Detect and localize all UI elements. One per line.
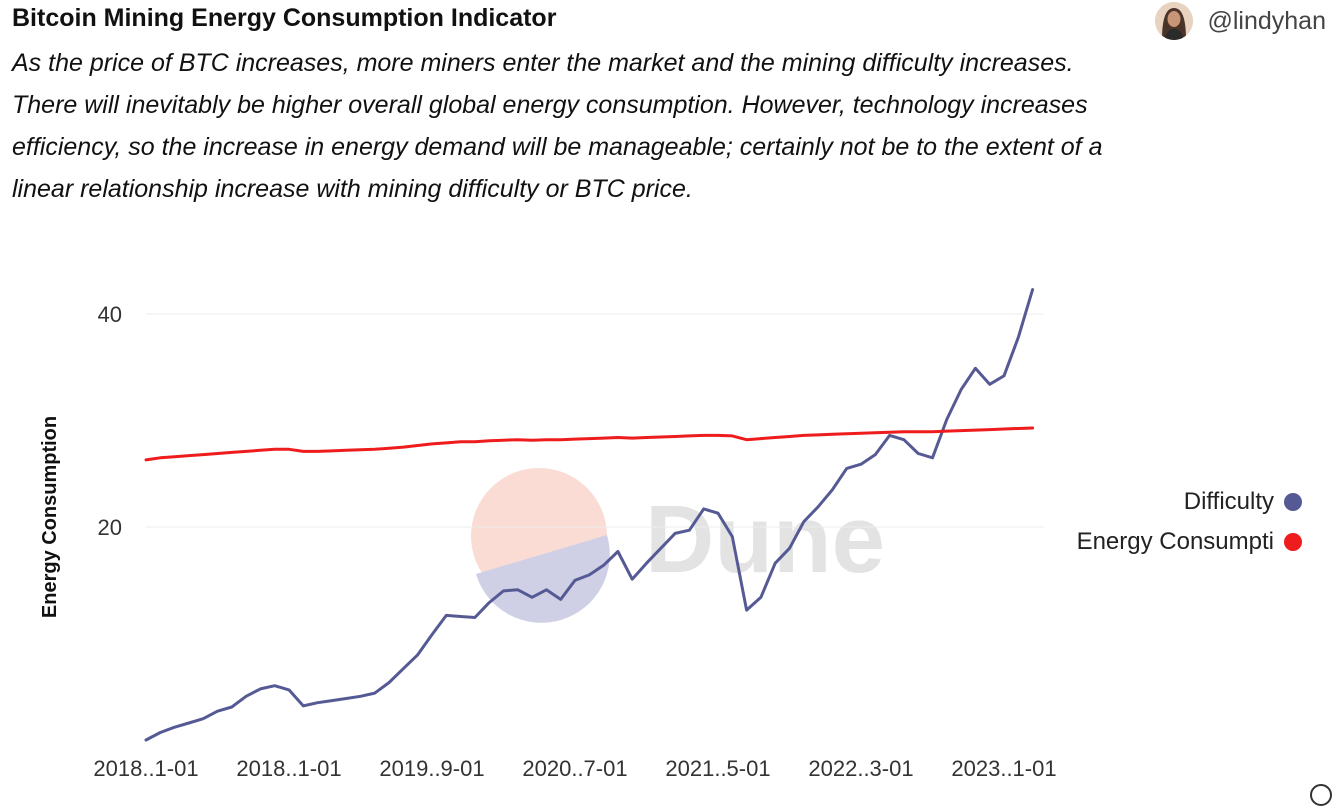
legend-item-energy[interactable]: Energy Consumpti <box>1077 522 1302 562</box>
legend-label-energy: Energy Consumpti <box>1076 528 1274 555</box>
watermark-text: Dune <box>645 486 885 593</box>
x-tick-label: 2022..3-01 <box>808 756 913 781</box>
info-circle-icon <box>1310 784 1332 806</box>
x-tick-label: 2023..1-01 <box>951 756 1056 781</box>
x-tick-label: 2018..1-01 <box>236 756 341 781</box>
chart-description: As the price of BTC increases, more mine… <box>12 49 1103 203</box>
legend-swatch-energy <box>1284 533 1302 551</box>
y-tick-label: 20 <box>98 515 122 540</box>
dune-watermark: Dune <box>471 468 885 623</box>
legend-label-difficulty: Difficulty <box>1183 488 1274 515</box>
series-line-difficulty <box>144 288 1035 742</box>
legend-swatch-difficulty <box>1284 493 1302 511</box>
chart-legend: Difficulty Energy Consumpti <box>1077 482 1302 562</box>
grid-lines <box>146 313 1044 528</box>
series-lines <box>144 288 1035 742</box>
author-badge[interactable]: @lindyhan <box>1155 2 1326 40</box>
chart-area: Dune 20 40 2018..1-01 2018..1-01 2019..9-01… <box>0 250 1336 796</box>
y-tick-label: 40 <box>98 302 122 327</box>
x-tick-label: 2020..7-01 <box>522 756 627 781</box>
avatar-portrait-icon <box>1155 2 1194 40</box>
avatar[interactable] <box>1155 2 1194 40</box>
x-tick-label: 2021..5-01 <box>665 756 770 781</box>
series-line-energy <box>144 426 1035 462</box>
author-handle[interactable]: @lindyhan <box>1207 6 1326 35</box>
x-axis-ticks: 2018..1-01 2018..1-01 2019..9-01 2020..7-01… <box>93 756 1056 781</box>
x-tick-label: 2019..9-01 <box>379 756 484 781</box>
x-tick-label: 2018..1-01 <box>93 756 198 781</box>
y-axis-label: Energy Consumption <box>39 416 61 618</box>
watermark-wedge <box>476 535 610 623</box>
legend-item-difficulty[interactable]: Difficulty <box>1077 482 1302 522</box>
chart-title: Bitcoin Mining Energy Consumption Indica… <box>12 4 557 32</box>
